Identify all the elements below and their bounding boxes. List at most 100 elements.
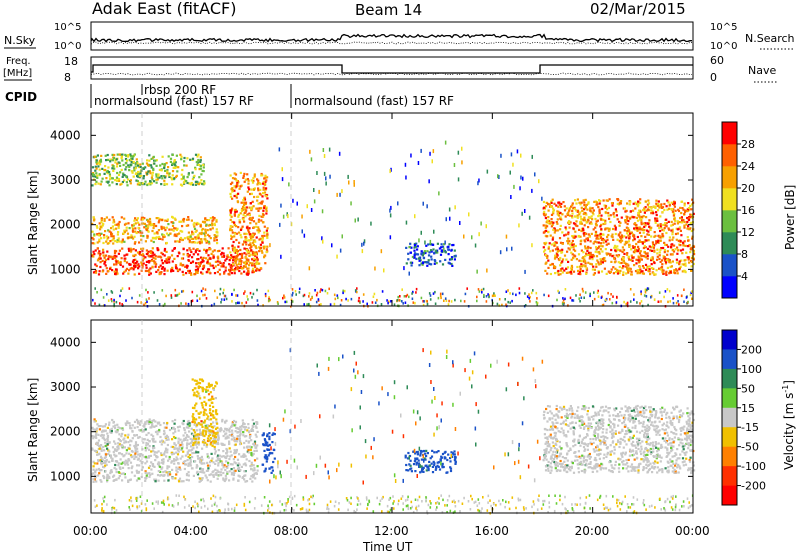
data-cell <box>260 219 263 222</box>
data-cell <box>682 263 686 266</box>
data-cell <box>242 199 245 202</box>
data-cell <box>693 253 696 256</box>
data-cell <box>563 234 566 237</box>
data-cell <box>113 453 116 456</box>
data-cell <box>362 293 365 296</box>
data-cell <box>138 464 141 467</box>
data-cell <box>198 416 201 419</box>
data-cell <box>573 234 576 237</box>
data-cell <box>213 448 216 451</box>
data-cell <box>178 252 181 255</box>
data-cell <box>547 259 550 262</box>
data-cell <box>130 427 133 430</box>
data-cell <box>162 235 165 238</box>
data-cell <box>95 442 98 445</box>
data-cell <box>187 471 190 474</box>
data-cell <box>199 386 202 389</box>
data-cell <box>113 153 116 157</box>
data-cell <box>687 239 690 242</box>
data-cell <box>660 265 664 269</box>
data-cell <box>177 166 180 169</box>
data-cell <box>652 212 655 215</box>
data-cell <box>251 258 254 261</box>
data-cell <box>683 202 686 205</box>
data-cell <box>238 437 241 440</box>
data-cell <box>146 183 149 187</box>
data-cell <box>206 439 210 443</box>
data-cell <box>182 450 185 453</box>
data-cell <box>620 200 623 203</box>
data-cell <box>595 255 599 258</box>
data-cell <box>109 472 112 475</box>
data-cell <box>685 223 688 226</box>
data-cell <box>596 236 599 239</box>
data-cell <box>341 234 343 239</box>
data-cell <box>255 225 258 228</box>
data-cell <box>630 248 633 251</box>
data-cell <box>598 234 601 237</box>
data-cell <box>99 158 102 161</box>
data-cell <box>179 236 183 240</box>
data-cell <box>231 463 234 466</box>
data-cell <box>126 421 129 424</box>
data-cell <box>450 262 453 266</box>
data-cell <box>227 436 230 439</box>
data-cell <box>313 188 315 192</box>
data-cell <box>111 291 114 294</box>
station-title: Adak East (fitACF) <box>92 0 236 18</box>
data-cell <box>110 298 113 301</box>
data-cell <box>192 237 195 240</box>
data-cell <box>248 188 251 191</box>
data-cell <box>637 203 640 207</box>
data-cell <box>129 454 133 457</box>
data-cell <box>201 469 204 472</box>
data-cell <box>150 166 153 169</box>
data-cell <box>689 293 692 297</box>
data-cell <box>661 228 664 231</box>
data-cell <box>148 448 151 451</box>
data-cell <box>141 182 144 185</box>
data-cell <box>100 288 103 292</box>
data-cell <box>247 270 250 273</box>
data-cell <box>168 258 171 261</box>
data-cell <box>113 479 116 482</box>
data-cell <box>683 213 686 216</box>
data-cell <box>97 234 100 237</box>
data-cell <box>209 461 212 464</box>
data-cell <box>148 420 151 423</box>
data-cell <box>561 242 564 245</box>
data-cell <box>201 390 204 393</box>
data-cell <box>681 252 684 255</box>
data-cell <box>249 433 252 436</box>
data-cell <box>208 242 211 245</box>
data-cell <box>239 258 242 261</box>
data-cell <box>413 256 416 259</box>
data-cell <box>559 264 562 267</box>
data-cell <box>185 272 188 275</box>
data-cell <box>626 301 629 305</box>
data-cell <box>257 179 260 182</box>
data-cell <box>210 452 213 455</box>
data-cell <box>163 166 166 170</box>
data-cell <box>609 214 612 217</box>
data-cell <box>258 207 261 210</box>
data-cell <box>117 471 120 474</box>
data-cell <box>636 205 639 208</box>
data-cell <box>100 237 103 240</box>
data-cell <box>588 257 591 260</box>
data-cell <box>105 460 108 463</box>
data-cell <box>108 267 112 270</box>
data-cell <box>110 227 113 230</box>
data-cell <box>658 257 661 260</box>
data-cell <box>121 428 125 431</box>
data-cell <box>148 159 151 162</box>
data-cell <box>93 449 96 452</box>
data-cell <box>234 462 237 465</box>
data-cell <box>105 267 108 270</box>
data-cell <box>119 164 122 167</box>
data-cell <box>644 268 648 271</box>
data-cell <box>150 468 153 471</box>
data-cell <box>157 174 160 177</box>
data-cell <box>248 231 251 234</box>
colorbar-cell <box>722 210 737 233</box>
